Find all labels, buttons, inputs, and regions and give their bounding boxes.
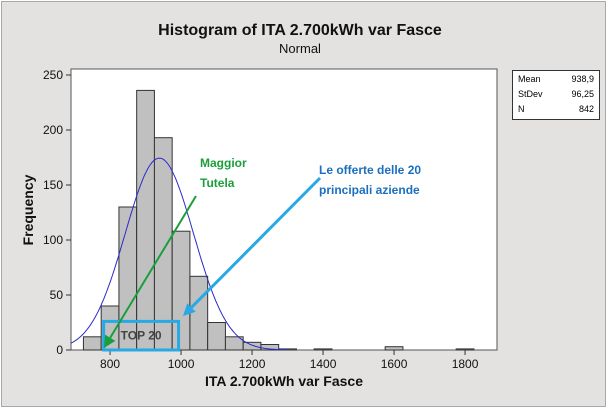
chart-subtitle: Normal <box>279 41 321 56</box>
histogram-bar <box>153 137 173 351</box>
histogram-bar <box>242 341 262 351</box>
stats-label: N <box>518 104 525 114</box>
x-tick-label: 1400 <box>310 357 337 371</box>
y-axis-label: Frequency <box>20 174 36 245</box>
stats-legend-box: Mean 938,9 StDev 96,25 N 842 <box>512 70 600 120</box>
x-axis-label: ITA 2.700kWh var Fasce <box>205 373 363 389</box>
maggior-tutela-annotation: Maggior Tutela <box>200 153 247 193</box>
top20-companies-line-1: Le offerte delle 20 <box>319 163 422 177</box>
histogram-bar <box>189 275 209 351</box>
maggior-tutela-line-1: Maggior <box>200 156 247 170</box>
histogram-bar <box>455 348 475 351</box>
x-tick-label: 1200 <box>239 357 266 371</box>
histogram-bar <box>171 230 191 351</box>
y-tick-label: 250 <box>43 68 63 82</box>
y-tick-label: 200 <box>43 123 63 137</box>
maggior-tutela-arrow <box>104 195 197 348</box>
top20-companies-annotation: Le offerte delle 20 principali aziende <box>319 160 421 200</box>
stats-value: 938,9 <box>571 74 594 84</box>
stats-value: 96,25 <box>571 89 594 99</box>
top20-box <box>102 319 181 352</box>
histogram-bar <box>313 348 333 351</box>
x-tick-label: 800 <box>100 357 120 371</box>
stats-row: N 842 <box>518 104 596 116</box>
histogram-bar <box>207 322 226 351</box>
stats-label: Mean <box>518 74 541 84</box>
chart-title: Histogram of ITA 2.700kWh var Fasce <box>158 22 442 39</box>
y-tick-label: 150 <box>43 178 63 192</box>
y-tick-label: 100 <box>43 233 63 247</box>
stats-row: Mean 938,9 <box>518 74 596 86</box>
x-tick-label: 1600 <box>381 357 408 371</box>
y-tick-label: 50 <box>50 288 64 302</box>
stats-row: StDev 96,25 <box>518 89 596 101</box>
stats-value: 842 <box>578 104 594 114</box>
normal-fit-curve <box>70 157 287 351</box>
top20-label: TOP 20 <box>121 328 162 342</box>
x-tick-label: 1000 <box>168 357 195 371</box>
x-tick-label: 1800 <box>452 357 479 371</box>
histogram-bar <box>82 336 102 351</box>
top20-companies-line-2: principali aziende <box>319 183 420 197</box>
y-tick-label: 0 <box>56 343 63 357</box>
histogram-bar <box>136 89 155 351</box>
top20-arrow <box>183 176 322 316</box>
histogram-bar <box>384 346 404 351</box>
stats-label: StDev <box>518 89 543 99</box>
maggior-tutela-line-2: Tutela <box>200 176 235 190</box>
